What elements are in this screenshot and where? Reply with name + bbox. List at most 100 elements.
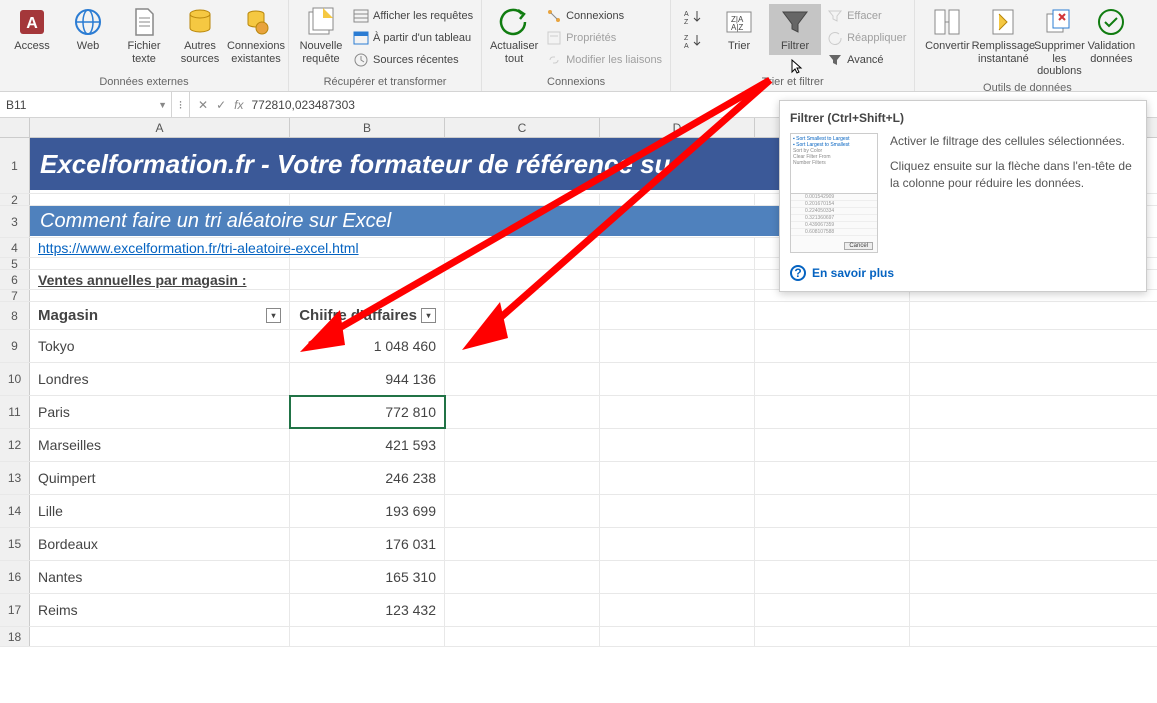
row-header-6[interactable]: 6 [0,270,30,289]
row-18: 18 [0,627,1157,647]
cancel-formula-icon[interactable]: ✕ [198,98,208,112]
cell-ca[interactable]: 944 136 [290,363,445,395]
tooltip-title: Filtrer (Ctrl+Shift+L) [790,111,1136,125]
edit-links-icon [546,52,562,68]
row-header-17[interactable]: 17 [0,594,30,626]
row-header-4[interactable]: 4 [0,238,30,257]
fx-icon[interactable]: fx [234,98,243,112]
cell-magasin[interactable]: Marseilles [30,429,290,461]
group-label-connexions: Connexions [488,74,664,91]
row-header-5[interactable]: 5 [0,258,30,269]
row-header-2[interactable]: 2 [0,194,30,205]
row-header-14[interactable]: 14 [0,495,30,527]
filter-dropdown-ca[interactable]: ▾ [421,308,436,323]
table-row: 14 Lille 193 699 [0,495,1157,528]
help-icon: ? [790,265,806,281]
row-header-8[interactable]: 8 [0,302,30,329]
text-file-icon [128,6,160,38]
tooltip-learn-more[interactable]: ? En savoir plus [790,265,1136,281]
col-header-A[interactable]: A [30,118,290,137]
row-header-15[interactable]: 15 [0,528,30,560]
col-header-B[interactable]: B [290,118,445,137]
col-header-C[interactable]: C [445,118,600,137]
other-sources-icon [184,6,216,38]
row-header-11[interactable]: 11 [0,396,30,428]
link-cell[interactable]: https://www.excelformation.fr/tri-aleato… [30,238,290,257]
cell-magasin[interactable]: Londres [30,363,290,395]
cell-magasin[interactable]: Bordeaux [30,528,290,560]
new-query-icon [305,6,337,38]
modifier-liaisons-button[interactable]: Modifier les liaisons [544,50,664,70]
cell-ca[interactable]: 193 699 [290,495,445,527]
cell-ca[interactable]: 123 432 [290,594,445,626]
ribbon: A Access Web Fichier texte Autres source… [0,0,1157,92]
a-partir-tableau-button[interactable]: À partir d'un tableau [351,28,475,48]
table-row: 9 Tokyo 1 048 460 [0,330,1157,363]
remove-duplicates-icon [1043,6,1075,38]
filter-dropdown-magasin[interactable]: ▾ [266,308,281,323]
refresh-all-icon [498,6,530,38]
table-row: 16 Nantes 165 310 [0,561,1157,594]
cell-magasin[interactable]: Reims [30,594,290,626]
cursor-icon [790,58,806,74]
row-header-1[interactable]: 1 [0,138,30,193]
table-header-magasin: Magasin▾ [30,302,290,329]
proprietes-button[interactable]: Propriétés [544,28,664,48]
group-label-recuperer: Récupérer et transformer [295,74,475,91]
sort-az-button[interactable]: AZ ZA [677,4,709,56]
web-icon [72,6,104,38]
connexions-button[interactable]: Connexions [544,6,664,26]
fichier-texte-button[interactable]: Fichier texte [118,4,170,67]
nouvelle-requete-button[interactable]: Nouvelle requête [295,4,347,67]
filter-icon [779,6,811,38]
cell-ca[interactable]: 1 048 460 [290,330,445,362]
row-header-10[interactable]: 10 [0,363,30,395]
row-header-18[interactable]: 18 [0,627,30,646]
cell-magasin[interactable]: Paris [30,396,290,428]
web-button[interactable]: Web [62,4,114,55]
cell-magasin[interactable]: Lille [30,495,290,527]
cell-ca[interactable]: 246 238 [290,462,445,494]
row-header-16[interactable]: 16 [0,561,30,593]
supprimer-doublons-button[interactable]: Supprimer les doublons [1033,4,1085,80]
row-8: 8 Magasin▾ Chiifre d'affaires▾ [0,302,1157,330]
trier-button[interactable]: Z|AA|Z Trier [713,4,765,55]
cell-ca[interactable]: 421 593 [290,429,445,461]
validation-button[interactable]: Validation données [1089,4,1133,67]
table-row: 13 Quimpert 246 238 [0,462,1157,495]
row-header-13[interactable]: 13 [0,462,30,494]
effacer-button[interactable]: Effacer [825,6,908,26]
accept-formula-icon[interactable]: ✓ [216,98,226,112]
filtrer-button[interactable]: Filtrer [769,4,821,55]
svg-text:Z: Z [684,35,689,42]
remplissage-button[interactable]: Remplissage instantané [977,4,1029,67]
row-header-12[interactable]: 12 [0,429,30,461]
actualiser-tout-button[interactable]: Actualiser tout [488,4,540,67]
row-header-9[interactable]: 9 [0,330,30,362]
cell-magasin[interactable]: Tokyo [30,330,290,362]
name-box-dropdown-icon[interactable]: ▼ [158,100,167,110]
col-header-D[interactable]: D [600,118,755,137]
convertir-button[interactable]: Convertir [921,4,973,55]
cell-ca[interactable]: 176 031 [290,528,445,560]
sources-recentes-button[interactable]: Sources récentes [351,50,475,70]
row-header-7[interactable]: 7 [0,290,30,301]
autres-sources-button[interactable]: Autres sources [174,4,226,67]
name-box[interactable]: B11▼ [0,92,172,117]
cell-magasin[interactable]: Nantes [30,561,290,593]
cell-magasin[interactable]: Quimpert [30,462,290,494]
table-row: 17 Reims 123 432 [0,594,1157,627]
reappliquer-button[interactable]: Réappliquer [825,28,908,48]
cell-ca[interactable]: 772 810 [290,396,445,428]
connexions-existantes-button[interactable]: Connexions existantes [230,4,282,67]
convert-icon [931,6,963,38]
access-button[interactable]: A Access [6,4,58,55]
sort-az-icon: AZ [677,6,709,28]
connections-icon [546,8,562,24]
table-row: 12 Marseilles 421 593 [0,429,1157,462]
select-all-corner[interactable] [0,118,30,137]
afficher-requetes-button[interactable]: Afficher les requêtes [351,6,475,26]
avance-button[interactable]: Avancé [825,50,908,70]
cell-ca[interactable]: 165 310 [290,561,445,593]
row-header-3[interactable]: 3 [0,206,30,237]
